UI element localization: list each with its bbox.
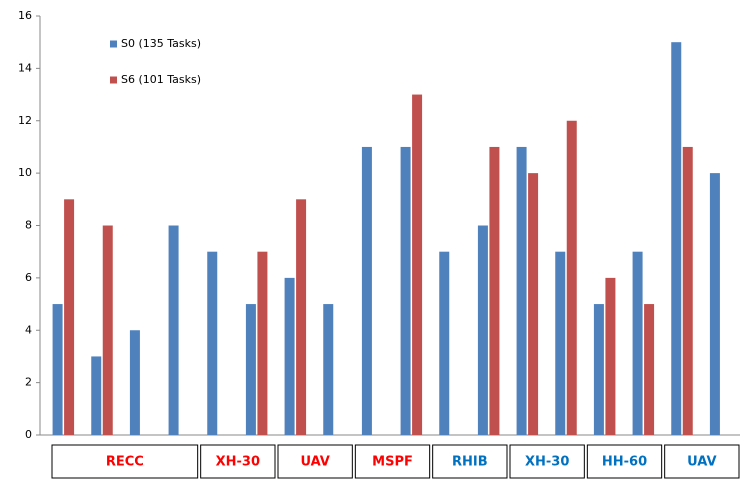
group-label: XH-30 <box>216 455 260 470</box>
group-label: RECC <box>106 455 144 470</box>
bar <box>644 304 655 435</box>
y-tick-label: 4 <box>25 323 32 336</box>
legend-label: S0 (135 Tasks) <box>121 37 201 50</box>
bar <box>412 94 423 435</box>
bar <box>323 304 334 435</box>
group-label: UAV <box>300 455 329 470</box>
bar <box>296 199 307 435</box>
bar <box>566 120 577 435</box>
legend-swatch <box>110 76 117 84</box>
group-box <box>509 444 585 479</box>
bar <box>400 146 411 435</box>
group-label: XH-30 <box>525 455 569 470</box>
bar <box>439 251 450 435</box>
y-tick-label: 6 <box>25 271 32 284</box>
bar <box>129 330 140 435</box>
bar <box>516 146 527 435</box>
y-tick-label: 2 <box>25 376 32 389</box>
y-tick-label: 10 <box>18 166 32 179</box>
bar <box>528 173 539 435</box>
y-tick-label: 0 <box>25 428 32 441</box>
bar <box>605 277 616 435</box>
bar <box>709 173 720 435</box>
group-box <box>277 444 353 479</box>
bar <box>284 277 295 435</box>
bar <box>64 199 75 435</box>
bar <box>555 251 566 435</box>
bar <box>207 251 218 435</box>
group-box <box>664 444 740 479</box>
bar <box>489 146 500 435</box>
bar <box>593 304 604 435</box>
bar <box>168 225 179 435</box>
bar <box>682 146 693 435</box>
bar <box>671 42 682 435</box>
group-box <box>200 444 276 479</box>
group-box <box>586 444 663 479</box>
bar <box>632 251 643 435</box>
group-box <box>51 444 199 479</box>
bar <box>102 225 113 435</box>
y-tick-label: 12 <box>18 114 32 127</box>
group-box <box>354 444 431 479</box>
group-box <box>432 444 508 479</box>
bar <box>91 356 102 435</box>
bar <box>52 304 63 435</box>
y-tick-label: 14 <box>18 61 32 74</box>
bar <box>245 304 256 435</box>
y-tick-label: 16 <box>18 9 32 22</box>
bar <box>361 146 372 435</box>
group-label: UAV <box>687 455 716 470</box>
group-label: RHIB <box>452 455 488 470</box>
y-tick-label: 8 <box>25 219 32 232</box>
legend-label: S6 (101 Tasks) <box>121 73 201 86</box>
bar <box>257 251 268 435</box>
legend-swatch <box>110 40 117 48</box>
group-label: HH-60 <box>602 455 647 470</box>
group-label: MSPF <box>372 455 413 470</box>
bar <box>477 225 488 435</box>
